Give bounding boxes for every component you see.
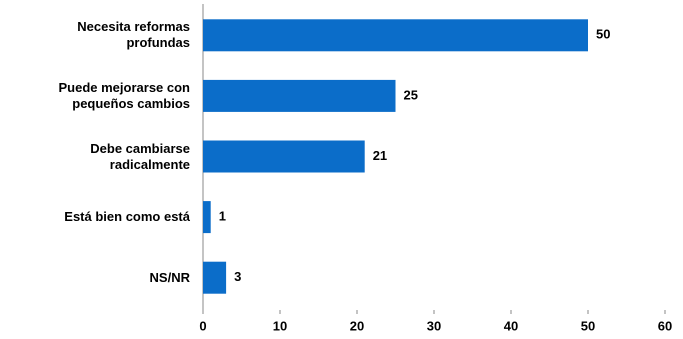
value-label: 1	[219, 209, 226, 224]
value-label: 3	[234, 269, 241, 284]
x-tick-label: 50	[581, 318, 595, 333]
value-label: 21	[373, 148, 387, 163]
x-tick-label: 40	[504, 318, 518, 333]
x-tick-label: 20	[350, 318, 364, 333]
x-tick-label: 0	[199, 318, 206, 333]
x-tick-label: 30	[427, 318, 441, 333]
bar	[203, 79, 396, 112]
y-tick-label: Está bien como está	[64, 209, 190, 225]
bar	[203, 261, 227, 294]
bar	[203, 19, 588, 52]
y-tick-label: NS/NR	[149, 269, 190, 285]
y-tick-label: Debe cambiarse radicalmente	[90, 140, 190, 172]
bar	[203, 201, 211, 234]
value-label: 25	[404, 87, 418, 102]
x-tick-label: 10	[273, 318, 287, 333]
y-tick-label: Puede mejorarse con pequeños cambios	[58, 79, 191, 111]
value-label: 50	[596, 27, 610, 42]
y-tick-label: Necesita reformas profundas	[77, 19, 190, 51]
bar	[203, 140, 365, 173]
x-tick-label: 60	[658, 318, 672, 333]
